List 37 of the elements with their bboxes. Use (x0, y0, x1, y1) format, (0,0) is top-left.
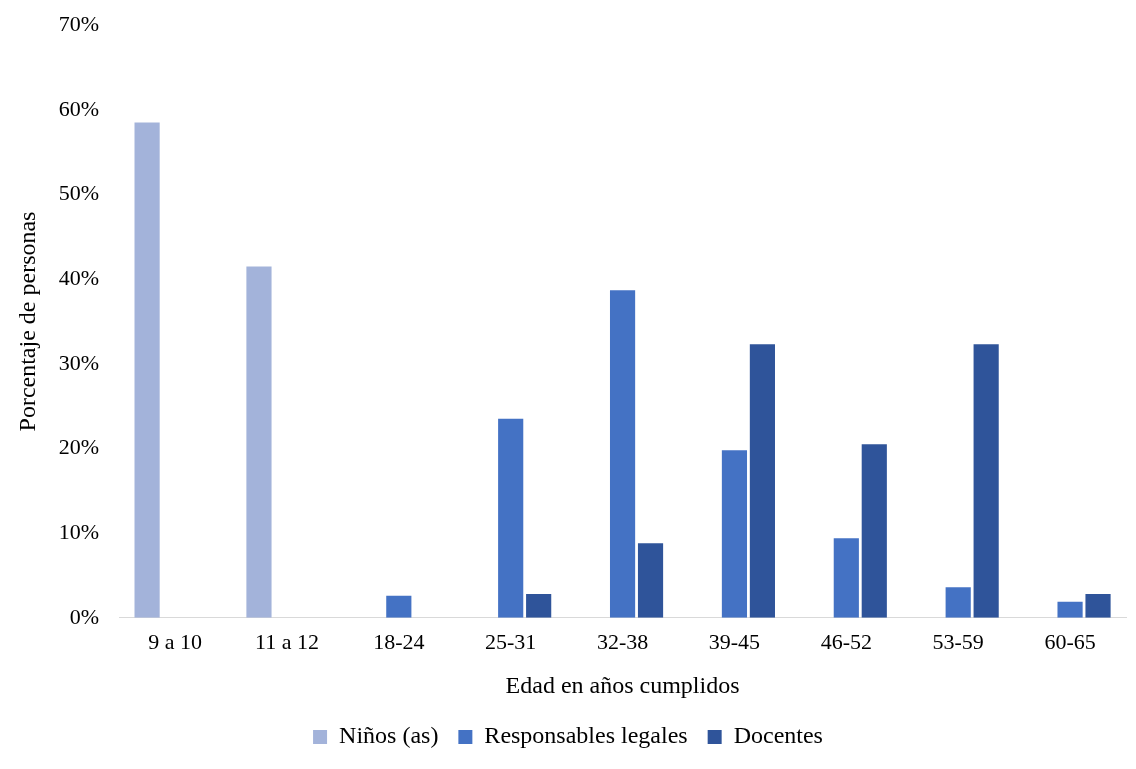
bar (637, 543, 664, 618)
legend-label: Docentes (733, 722, 823, 749)
legend-label: Responsables legales (484, 722, 688, 749)
bar (861, 444, 887, 618)
y-tick-label: 50% (58, 180, 100, 206)
x-tick-label: 9 a 10 (148, 628, 202, 654)
bar (1057, 601, 1083, 618)
bar (1085, 594, 1111, 618)
x-tick-label: 25-31 (485, 628, 537, 654)
bar (134, 122, 160, 618)
bar (833, 538, 859, 618)
y-tick-label: 10% (58, 518, 100, 544)
bar (386, 595, 412, 618)
bar (973, 344, 999, 618)
y-tick-label: 30% (58, 349, 100, 375)
bar (498, 418, 524, 618)
y-tick-label: 20% (58, 434, 100, 460)
bar (526, 594, 552, 618)
y-tick-label: 40% (58, 264, 100, 290)
x-tick-label: 39-45 (708, 628, 761, 654)
y-axis-title: Porcentaje de personas (13, 211, 40, 432)
bar (749, 344, 775, 618)
legend-label: Niños (as) (339, 722, 439, 749)
y-tick-label: 0% (69, 603, 100, 629)
x-tick-label: 11 a 12 (254, 628, 319, 654)
bar (721, 450, 748, 618)
x-axis-title: Edad en años cumplidos (505, 671, 740, 698)
x-tick-label: 53-59 (932, 628, 984, 654)
bar (246, 266, 272, 618)
x-tick-label: 46-52 (820, 628, 872, 654)
bar (609, 290, 636, 618)
x-tick-label: 60-65 (1044, 628, 1096, 654)
y-tick-label: 70% (58, 10, 100, 36)
bar (945, 587, 971, 618)
x-tick-label: 18-24 (373, 628, 425, 654)
x-tick-label: 32-38 (596, 628, 649, 654)
y-tick-label: 60% (58, 95, 100, 121)
